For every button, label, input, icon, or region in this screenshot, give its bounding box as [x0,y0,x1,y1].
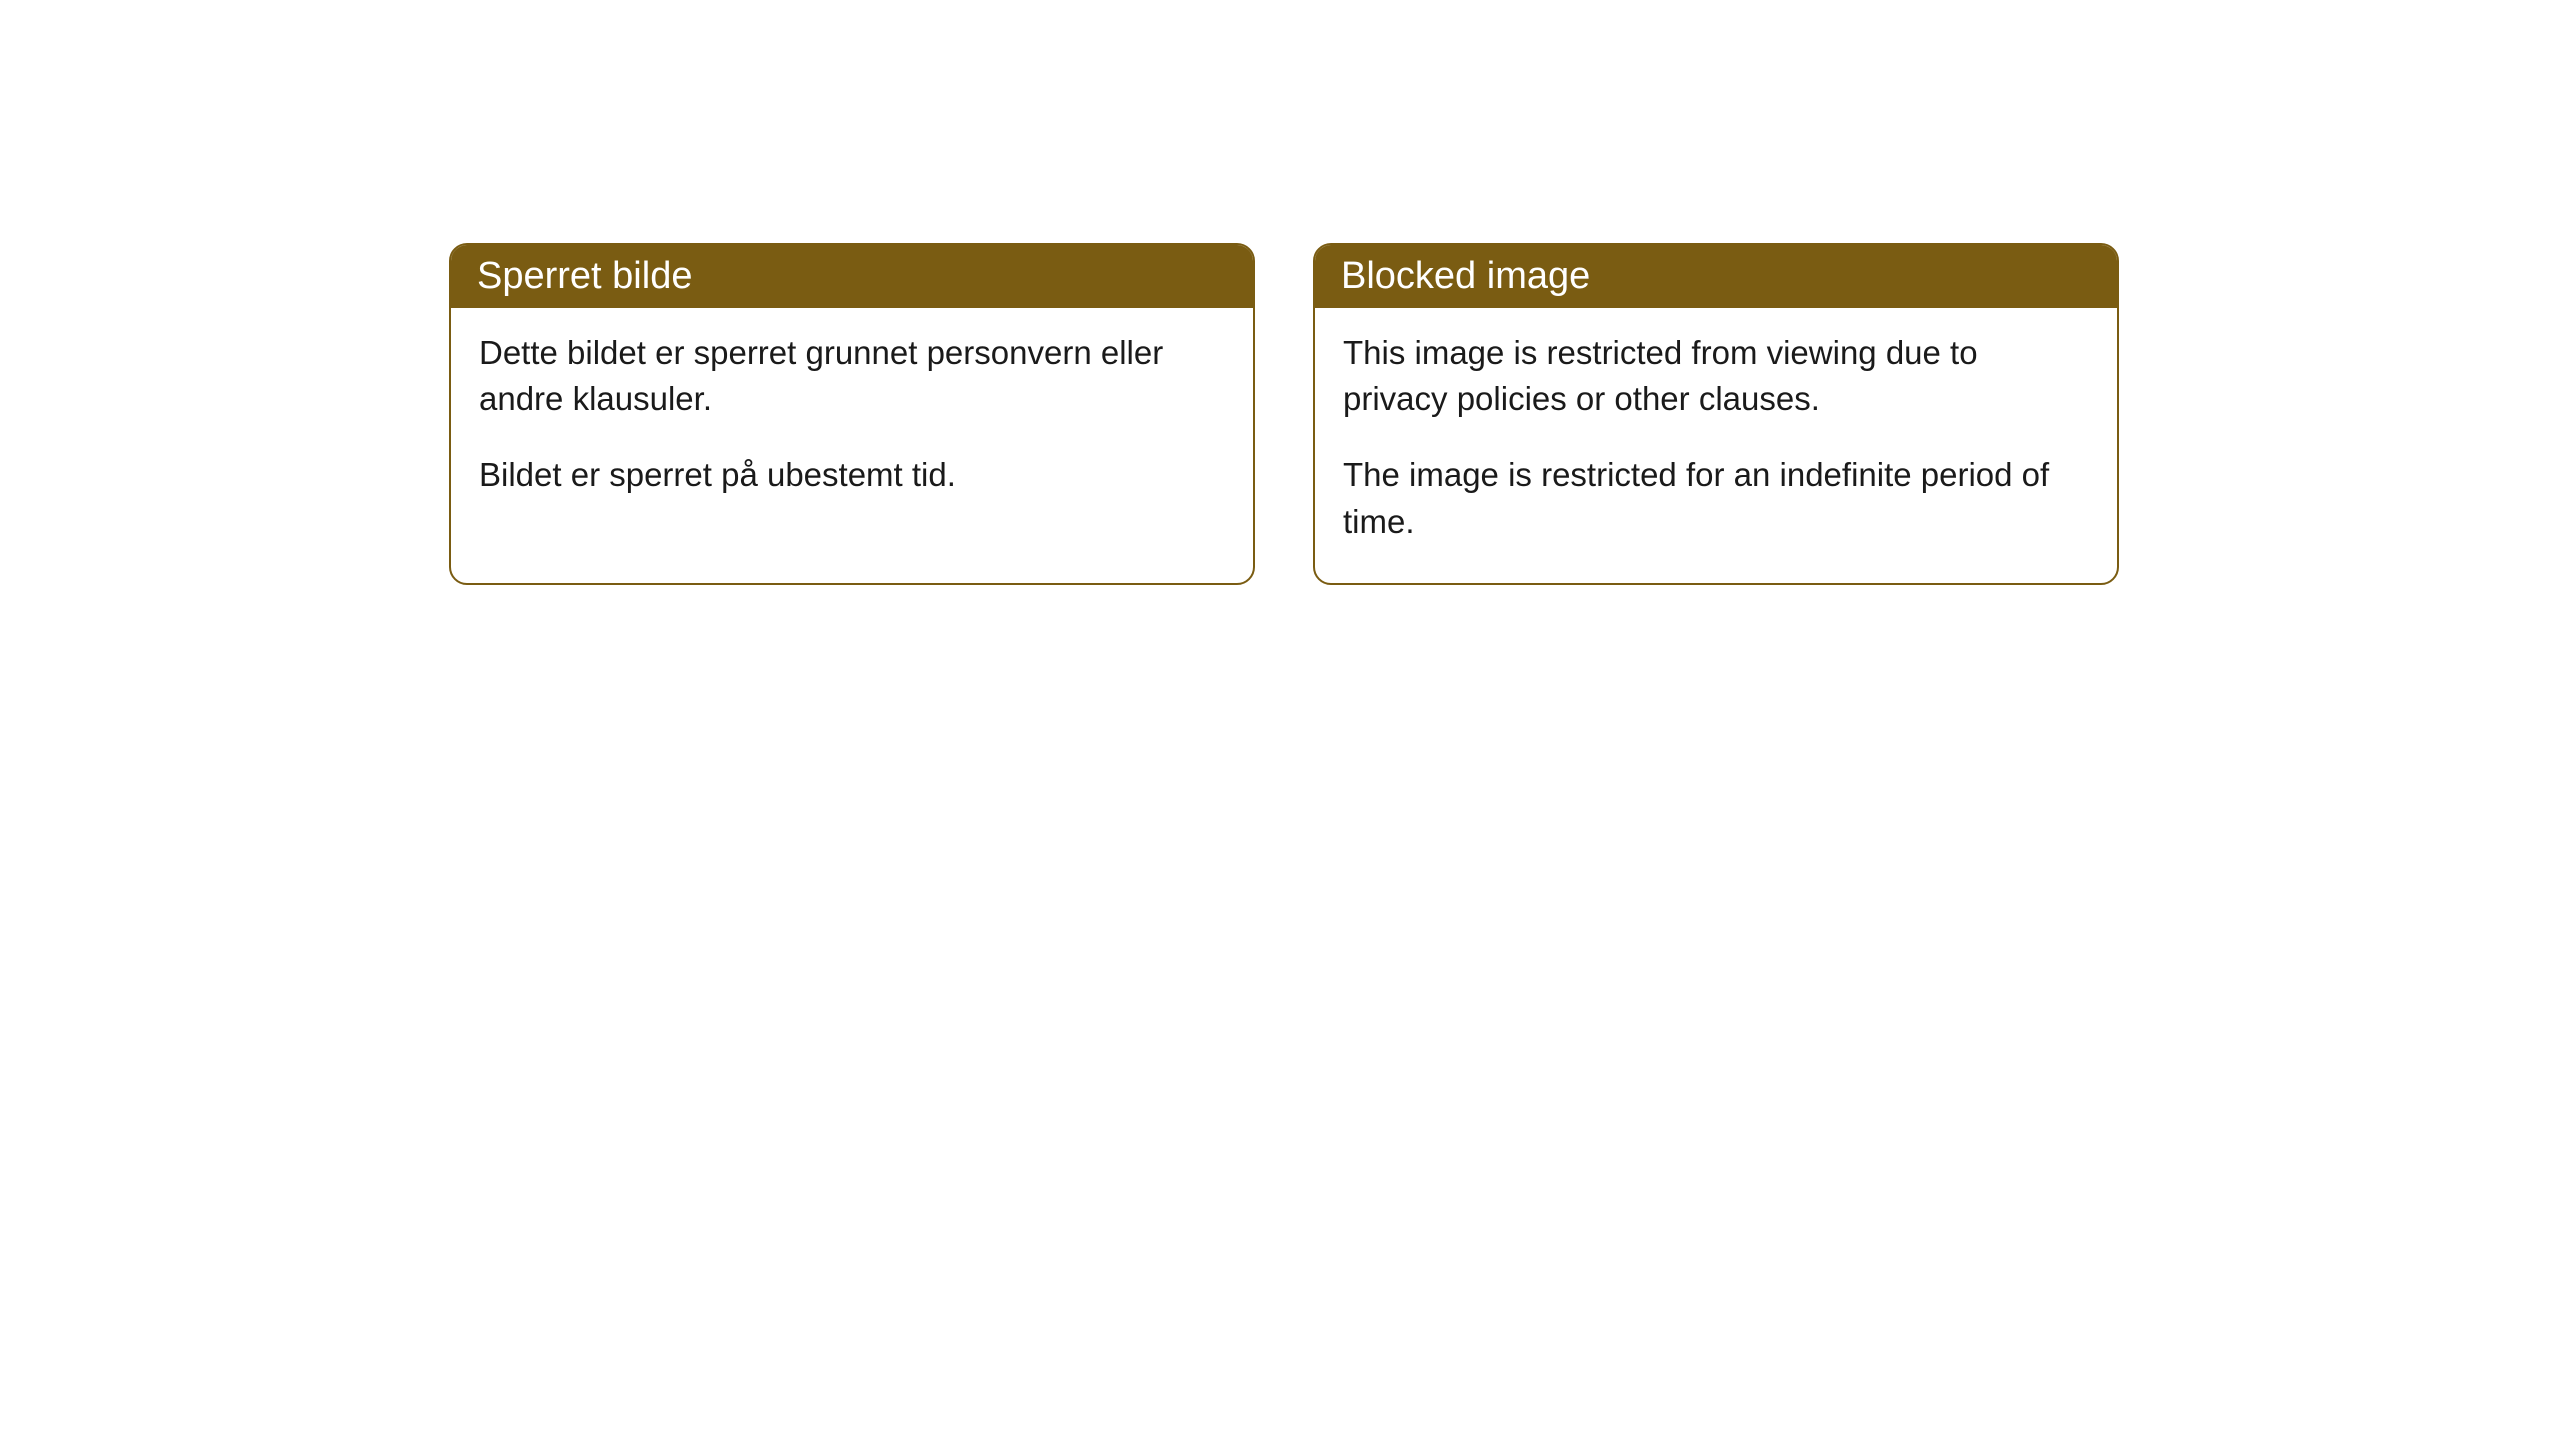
card-norwegian: Sperret bilde Dette bildet er sperret gr… [449,243,1255,585]
card-body-english: This image is restricted from viewing du… [1315,308,2117,583]
card-english: Blocked image This image is restricted f… [1313,243,2119,585]
card-paragraph-2-norwegian: Bildet er sperret på ubestemt tid. [479,452,1225,498]
card-header-norwegian: Sperret bilde [451,245,1253,308]
card-header-english: Blocked image [1315,245,2117,308]
card-paragraph-1-norwegian: Dette bildet er sperret grunnet personve… [479,330,1225,422]
card-body-norwegian: Dette bildet er sperret grunnet personve… [451,308,1253,537]
card-paragraph-2-english: The image is restricted for an indefinit… [1343,452,2089,544]
cards-container: Sperret bilde Dette bildet er sperret gr… [449,243,2560,585]
card-paragraph-1-english: This image is restricted from viewing du… [1343,330,2089,422]
